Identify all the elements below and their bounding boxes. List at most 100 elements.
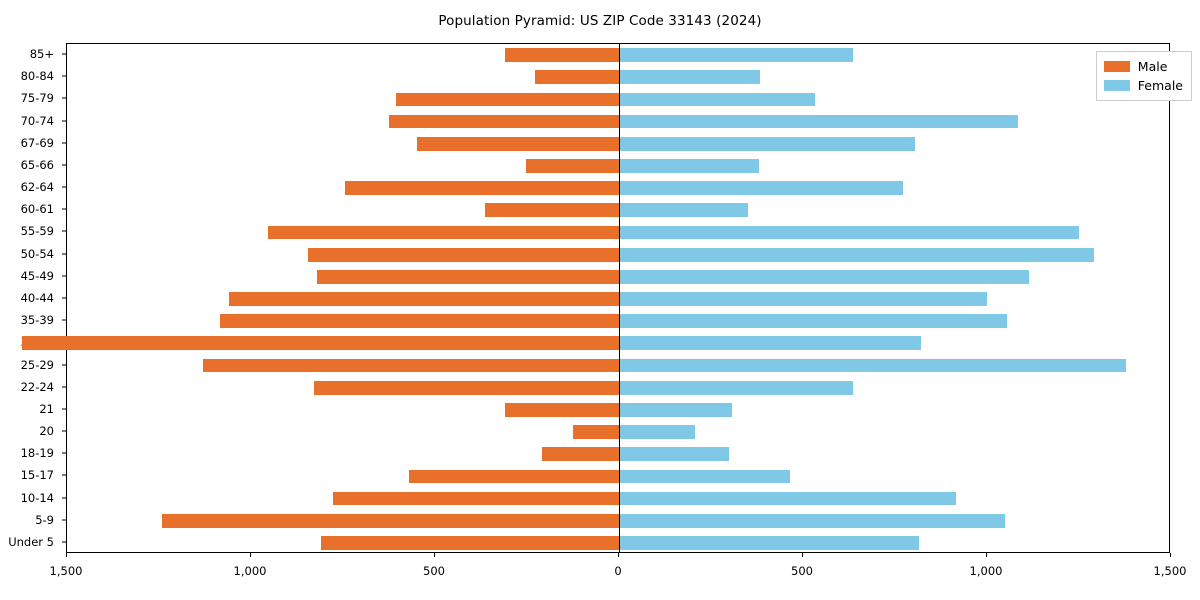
y-tick-label: 21 [39,401,54,416]
bar-female [619,491,957,506]
bar-female [619,247,1095,262]
bar-male [396,92,619,107]
x-tick-label: 500 [423,564,445,578]
y-tick-mark [62,297,66,299]
bar-female [619,536,919,550]
bar-female [619,314,1008,329]
y-tick-label: 22-24 [20,379,54,394]
legend-item[interactable]: Male [1103,57,1183,76]
bar-row [22,336,1169,351]
x-tick-label: 1,000 [969,564,1003,578]
x-tick-mark [986,553,987,557]
y-tick-mark [62,97,66,99]
bar-female [619,159,759,173]
legend-label: Female [1137,78,1183,93]
bar-female [619,402,733,417]
bar-male [535,70,619,85]
legend-item[interactable]: Female [1103,76,1183,95]
y-tick-mark [62,452,66,454]
bar-row [67,491,1169,506]
x-tick-label: 1,000 [233,564,267,578]
x-axis: 1,500 1,000 500 0 500 1,000 1,500 [50,553,1186,593]
bar-row [67,203,1169,218]
x-tick-label: 1,500 [1153,564,1187,578]
y-tick-label: 5-9 [35,512,54,527]
y-tick-mark [62,53,66,55]
bar-male [573,425,619,439]
y-tick-label: Under 5 [8,534,54,549]
x-tick-mark [618,553,619,557]
y-tick-label: 70-74 [20,113,54,128]
legend-swatch-icon [1103,80,1130,91]
bar-female [619,447,730,462]
chart-legend: Male Female [1095,51,1192,101]
y-tick-label: 80-84 [20,69,54,84]
bar-row [67,469,1169,484]
bar-female [619,380,853,395]
y-tick-label: 55-59 [20,224,54,239]
y-tick-label: 25-29 [20,357,54,372]
y-tick-label: 18-19 [20,446,54,461]
bar-female [619,181,904,195]
bar-male [203,358,619,373]
zero-axis-line [619,44,620,552]
legend-swatch-icon [1103,61,1130,72]
x-tick-mark [250,553,251,557]
bar-row [67,181,1169,195]
bar-male [525,159,619,173]
bar-female [619,269,1029,284]
y-tick-mark [62,364,66,366]
y-tick-mark [62,519,66,521]
bar-row [67,136,1169,151]
bar-male [484,203,619,218]
bar-female [619,70,761,85]
bar-male [228,292,619,306]
y-axis: 85+ 80-84 75-79 70-74 67-69 65-66 62-64 60-61 55… [0,43,66,553]
bar-female [619,358,1127,373]
bar-female [619,469,791,484]
y-tick-label: 45-49 [20,268,54,283]
y-tick-mark [62,186,66,188]
y-tick-label: 40-44 [20,291,54,305]
plot-area [22,43,1170,553]
y-tick-label: 60-61 [20,202,54,217]
y-tick-mark [62,541,66,543]
y-tick-label: 10-14 [20,490,54,505]
bar-female [619,92,816,107]
bar-row [67,225,1169,240]
y-tick-label: 85+ [29,47,54,62]
bar-row [67,159,1169,173]
bar-row [67,513,1169,528]
x-tick-label: 1,500 [49,564,83,578]
bar-female [619,136,916,151]
y-tick-mark [62,497,66,499]
bar-male [333,491,619,506]
bar-row [67,425,1169,439]
bar-male [313,380,619,395]
y-tick-mark [62,230,66,232]
x-tick-mark [802,553,803,557]
y-tick-label: 50-54 [20,246,54,261]
y-tick-label: 15-17 [20,468,54,483]
bar-female [619,425,695,439]
y-tick-mark [62,208,66,210]
y-tick-mark [62,474,66,476]
bar-male [416,136,619,151]
bar-female [619,48,854,62]
bar-female [619,513,1006,528]
bar-row [67,114,1169,129]
chart-title: Population Pyramid: US ZIP Code 33143 (2… [438,13,762,29]
y-tick-label: 20 [39,424,54,439]
y-tick-mark [62,75,66,77]
bar-female [619,336,921,351]
y-tick-mark [62,253,66,255]
bar-female [619,292,987,306]
y-tick-label: 62-64 [20,180,54,195]
bar-male [542,447,619,462]
x-tick-mark [66,553,67,557]
y-tick-label: 67-69 [20,135,54,150]
y-tick-mark [62,275,66,277]
bars-layer [22,44,1169,552]
bar-row [67,48,1169,62]
